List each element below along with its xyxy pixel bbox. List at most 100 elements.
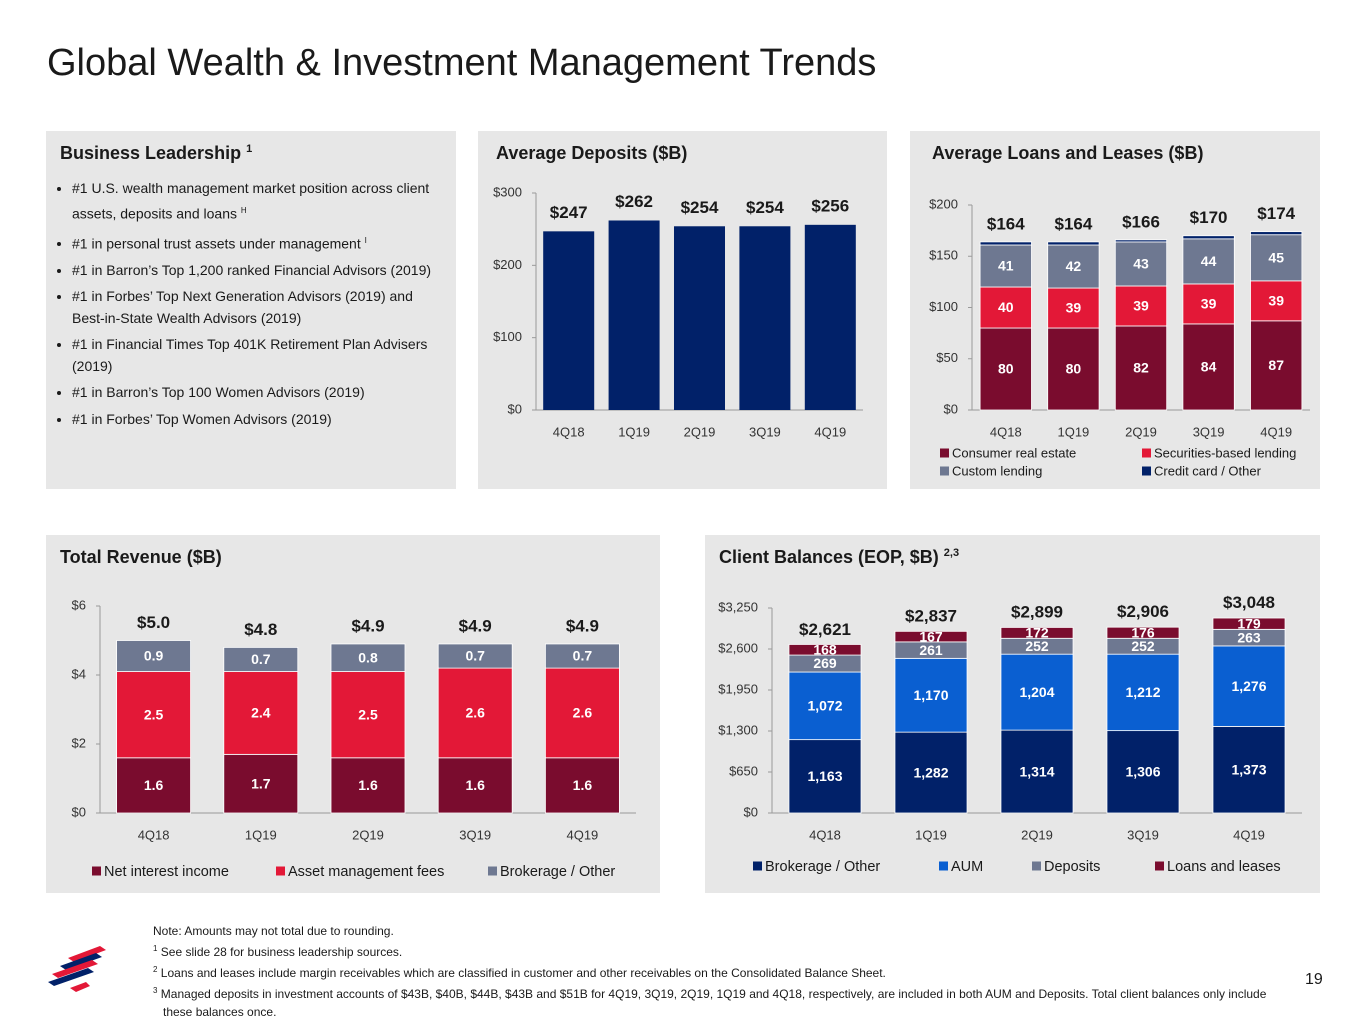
legend-label: Securities-based lending <box>1154 445 1296 460</box>
segment-label: 1,282 <box>913 764 948 780</box>
segment-label: 269 <box>813 655 837 671</box>
bar-segment <box>1000 627 1074 639</box>
x-tick-label: 2Q19 <box>1021 827 1053 842</box>
bar-segment <box>1182 323 1235 411</box>
y-tick-label: $0 <box>944 401 958 416</box>
bullet-text: #1 U.S. wealth management market positio… <box>72 180 430 222</box>
x-tick-label: 2Q19 <box>352 827 384 842</box>
bar-segment <box>1114 239 1168 243</box>
bar-segment <box>894 630 968 643</box>
panel-title: Business Leadership 1 <box>60 143 252 164</box>
bar-segment <box>223 753 299 814</box>
legend-label: Credit card / Other <box>1154 463 1262 478</box>
total-label: $4.9 <box>351 616 384 635</box>
segment-label: 80 <box>998 361 1014 377</box>
segment-label: 1.7 <box>251 775 271 791</box>
bar-segment <box>1114 241 1168 287</box>
bar-segment <box>1212 645 1286 727</box>
segment-label: 1.6 <box>144 777 164 793</box>
segment-label: 45 <box>1268 249 1284 265</box>
bullet-text: #1 in Forbes’ Top Women Advisors (2019) <box>72 410 332 427</box>
total-label: $2,906 <box>1117 602 1169 621</box>
bar-segment <box>1047 241 1100 246</box>
bar <box>673 226 726 410</box>
bar-segment <box>1182 238 1235 285</box>
bar-segment <box>116 640 191 672</box>
segment-label: 1.6 <box>465 777 485 793</box>
segment-label: 2.4 <box>251 705 271 721</box>
segment-label: 261 <box>919 642 943 658</box>
footnote: 2 Loans and leases include margin receiv… <box>153 961 1273 982</box>
total-label: $2,621 <box>799 620 851 639</box>
footnote-text: Managed deposits in investment accounts … <box>160 987 1267 1019</box>
panel-title: Average Loans and Leases ($B) <box>932 143 1204 163</box>
value-label: $262 <box>615 192 653 211</box>
panel-title: Average Deposits ($B) <box>496 143 688 163</box>
y-tick-label: $6 <box>72 597 86 612</box>
x-tick-label: 4Q19 <box>1260 424 1292 439</box>
bar-segment <box>788 739 862 814</box>
y-tick-label: $0 <box>508 401 522 416</box>
y-tick-label: $4 <box>72 666 86 681</box>
bar-segment <box>1182 235 1235 240</box>
footnote-text: See slide 28 for business leadership sou… <box>160 945 403 959</box>
bar-segment <box>1250 280 1303 322</box>
value-label: $254 <box>746 198 784 217</box>
bar <box>543 231 595 410</box>
total-label: $4.9 <box>459 616 492 635</box>
legend-swatch <box>276 866 285 876</box>
bar-segment <box>1114 285 1168 327</box>
x-tick-label: 2Q19 <box>684 424 716 439</box>
bullet-text: #1 in Forbes’ Top Next Generation Adviso… <box>72 288 413 326</box>
legend-label: Net interest income <box>104 864 229 880</box>
segment-label: 41 <box>998 258 1014 274</box>
x-tick-label: 1Q19 <box>1057 424 1089 439</box>
y-tick-label: $1,300 <box>718 722 758 737</box>
panel-title-text: Business Leadership <box>60 143 242 163</box>
y-tick-label: $650 <box>729 763 758 778</box>
legend-label: Asset management fees <box>288 864 444 880</box>
bar-segment <box>1047 287 1100 329</box>
bullet: #1 in Barron’s Top 1,200 ranked Financia… <box>72 260 442 282</box>
segment-label: 179 <box>1237 615 1261 631</box>
segment-label: 1,314 <box>1019 763 1054 779</box>
y-tick-label: $200 <box>929 196 958 211</box>
segment-label: 44 <box>1201 253 1217 269</box>
logo <box>48 946 106 992</box>
panel-title-text: Client Balances (EOP, $B) <box>719 547 939 567</box>
footnote-marker: 1 <box>153 944 158 953</box>
bar-segment <box>979 327 1032 411</box>
legend-swatch <box>1155 861 1164 871</box>
bar-segment <box>1106 653 1180 732</box>
footnote-marker: 2,3 <box>943 547 960 559</box>
legend-swatch <box>753 861 762 871</box>
total-label: $3,048 <box>1223 593 1275 612</box>
legend-swatch <box>940 448 949 458</box>
footnote-marker: 2 <box>153 965 158 974</box>
bullet-text: #1 in Barron’s Top 1,200 ranked Financia… <box>72 261 432 278</box>
x-tick-label: 4Q18 <box>990 424 1022 439</box>
x-tick-label: 4Q18 <box>138 827 170 842</box>
bar-segment <box>1250 234 1303 282</box>
bar <box>804 224 856 410</box>
y-tick-label: $3,250 <box>718 599 758 614</box>
bar-segment <box>223 647 299 672</box>
bullet: #1 in Forbes’ Top Women Advisors (2019) <box>72 409 442 431</box>
segment-label: 82 <box>1133 360 1149 376</box>
bar-segment <box>1114 325 1168 411</box>
bullet-list: #1 U.S. wealth management market positio… <box>54 178 442 435</box>
bar-segment <box>437 667 513 759</box>
legend-swatch <box>1142 466 1151 476</box>
x-tick-label: 1Q19 <box>618 424 650 439</box>
bar-segment <box>979 286 1032 329</box>
segment-label: 0.9 <box>144 648 164 664</box>
y-tick-label: $0 <box>72 804 86 819</box>
bullet: #1 in Barron’s Top 100 Women Advisors (2… <box>72 382 442 404</box>
footnotes: Note: Amounts may not total due to round… <box>153 922 1273 1021</box>
bullet-text: #1 in personal trust assets under manage… <box>72 235 361 252</box>
x-tick-label: 1Q19 <box>245 827 277 842</box>
segment-label: 1,072 <box>807 698 842 714</box>
segment-label: 1,204 <box>1019 684 1054 700</box>
total-label: $5.0 <box>137 613 170 632</box>
